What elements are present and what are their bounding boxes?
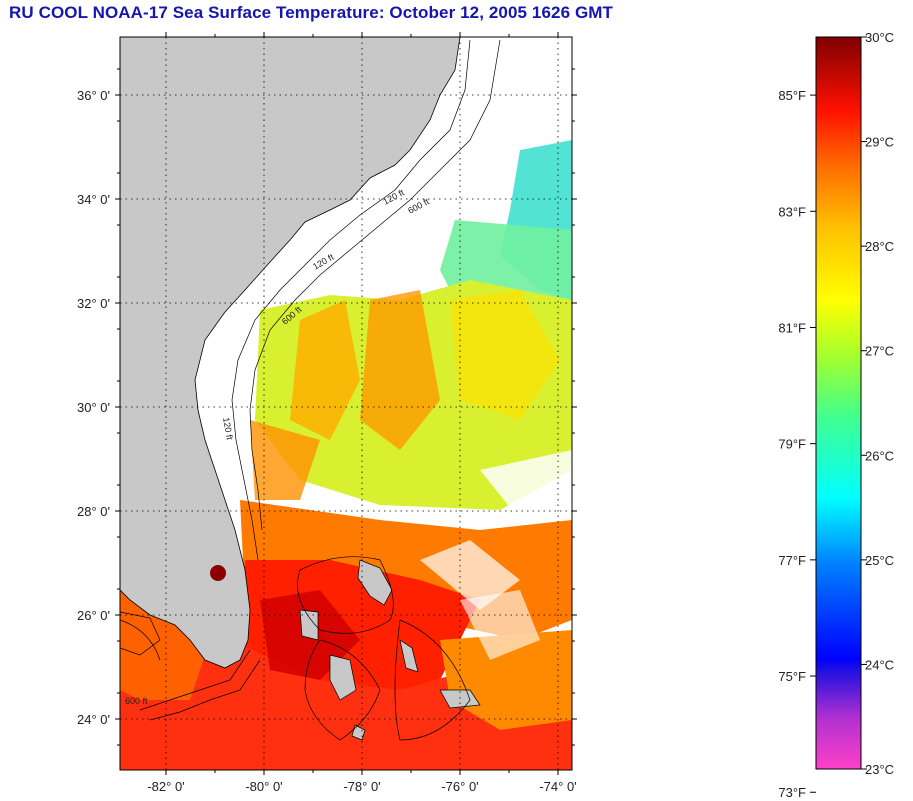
colorbar-f-label: 79°F (778, 437, 806, 452)
lake-okeechobee (210, 565, 226, 581)
colorbar-c-label: 23°C (865, 762, 894, 777)
colorbar-f-label: 85°F (778, 88, 806, 103)
contour-label: 600 ft (125, 696, 148, 706)
map-gridlines (120, 37, 572, 770)
longitude-label: -80° 0' (245, 779, 282, 794)
latitude-labels: 36° 0' 34° 0' 32° 0' 30° 0' 28° 0' 26° 0' 24° … (77, 88, 110, 727)
colorbar-c-label: 25°C (865, 553, 894, 568)
colorbar-f-label: 73°F (778, 785, 806, 800)
colorbar-c-label: 29°C (865, 135, 894, 150)
map-title: RU COOL NOAA-17 Sea Surface Temperature:… (9, 3, 614, 22)
longitude-label: -82° 0' (147, 779, 184, 794)
longitude-labels: -82° 0' -80° 0' -78° 0' -76° 0' -74° 0' (147, 779, 576, 794)
colorbar-c-label: 30°C (865, 30, 894, 45)
longitude-label: -78° 0' (343, 779, 380, 794)
bahamas-islands (120, 559, 481, 741)
colorbar-c-label: 28°C (865, 239, 894, 254)
bathymetry-contours (120, 39, 501, 741)
colorbar-c-label: 26°C (865, 448, 894, 463)
map-border (119, 36, 573, 771)
latitude-label: 30° 0' (77, 400, 110, 415)
longitude-label: -74° 0' (539, 779, 576, 794)
colorbar-c-label: 24°C (865, 657, 894, 672)
colorbar-f-label: 75°F (778, 669, 806, 684)
colorbar-f-label: 81°F (778, 320, 806, 335)
latitude-label: 32° 0' (77, 296, 110, 311)
colorbar-f-label: 77°F (778, 553, 806, 568)
latitude-label: 26° 0' (77, 608, 110, 623)
latitude-label: 28° 0' (77, 504, 110, 519)
colorbar-ticks (810, 36, 867, 793)
latitude-label: 34° 0' (77, 192, 110, 207)
contour-label: 120 ft (221, 417, 235, 441)
map-ticks (115, 32, 577, 775)
latitude-label: 24° 0' (77, 712, 110, 727)
colorbar-fahrenheit-labels: 85°F 83°F 81°F 79°F 77°F 75°F 73°F (778, 88, 806, 800)
colorbar (815, 36, 862, 770)
latitude-label: 36° 0' (77, 88, 110, 103)
colorbar-f-label: 83°F (778, 204, 806, 219)
land-mass (120, 37, 461, 669)
colorbar-celsius-labels: 30°C 29°C 28°C 27°C 26°C 25°C 24°C 23°C (865, 30, 894, 777)
longitude-label: -76° 0' (441, 779, 478, 794)
colorbar-c-label: 27°C (865, 344, 894, 359)
